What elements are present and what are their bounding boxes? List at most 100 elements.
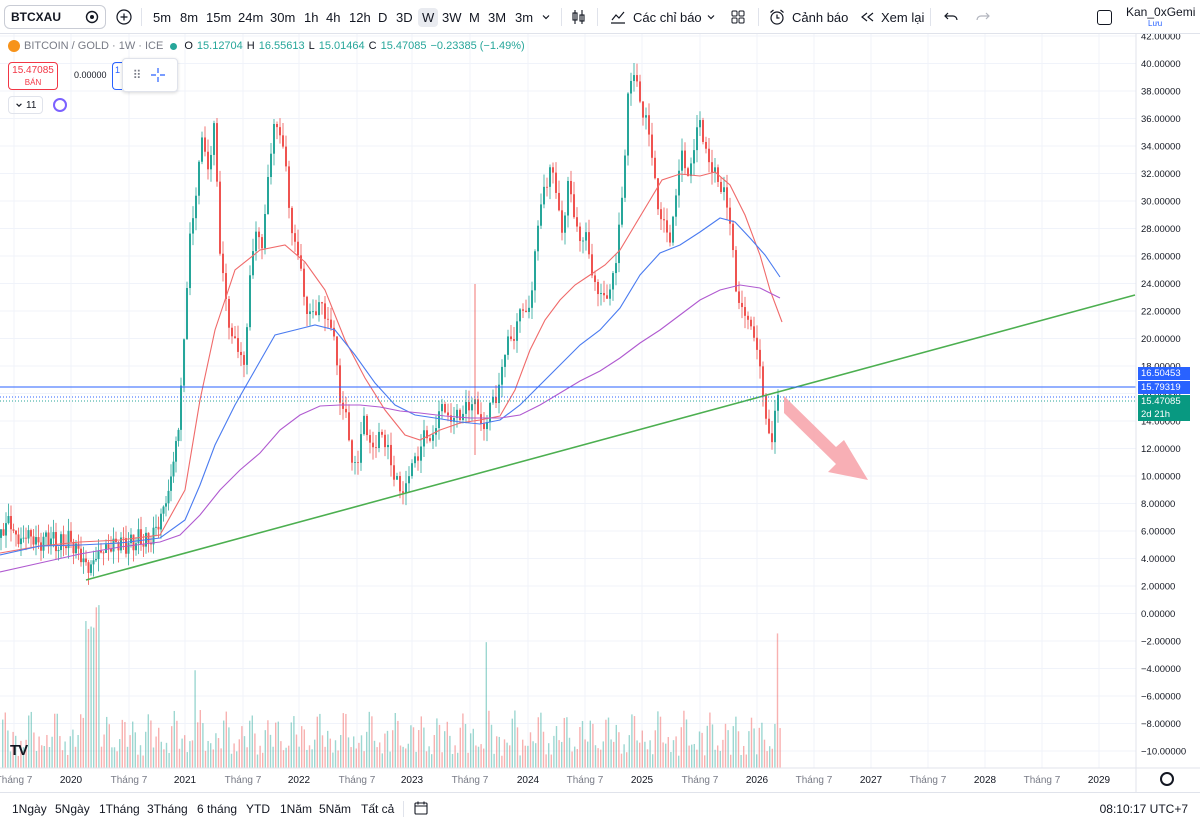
range-1-month[interactable]: 1Tháng xyxy=(99,802,140,816)
volume-bar xyxy=(735,716,737,768)
gear-icon[interactable] xyxy=(1160,772,1174,786)
grid-icon xyxy=(731,10,745,24)
undo-button[interactable] xyxy=(943,0,959,34)
legend-title[interactable]: BITCOIN / GOLD · 1W · ICE xyxy=(24,40,164,52)
range-1-day[interactable]: 1Ngày xyxy=(12,802,47,816)
volume-bar xyxy=(262,752,264,768)
candle-body xyxy=(258,231,260,238)
floating-drawing-toolbar[interactable]: ⠿ xyxy=(122,58,178,92)
timeframe-1h[interactable]: 1h xyxy=(304,9,319,25)
crosshair-icon[interactable] xyxy=(149,66,167,84)
volume-bar xyxy=(20,740,22,768)
redo-button[interactable] xyxy=(975,0,991,34)
add-symbol-button[interactable] xyxy=(116,0,132,34)
timeframe-m[interactable]: M xyxy=(469,9,480,25)
range-3-months[interactable]: 3Tháng xyxy=(147,802,188,816)
range-all[interactable]: Tất cả xyxy=(361,802,395,816)
volume-bar xyxy=(238,739,240,768)
indicators-toggle[interactable]: 11 xyxy=(8,96,44,114)
candle-body xyxy=(609,289,611,299)
timeframe-3d[interactable]: 3D xyxy=(396,9,413,25)
volume-bar xyxy=(119,739,121,768)
candle-body xyxy=(570,180,572,195)
candle-body xyxy=(450,415,452,422)
volume-bar xyxy=(431,754,433,768)
timeframe-8m[interactable]: 8m xyxy=(180,9,199,25)
timeframe-15m[interactable]: 15m xyxy=(206,9,232,25)
candle-body xyxy=(402,491,404,493)
volume-bar xyxy=(116,751,118,768)
clock[interactable]: 08:10:17 UTC+7 xyxy=(1099,802,1188,816)
volume-bar xyxy=(750,717,753,768)
layout-checkbox[interactable] xyxy=(1097,0,1112,34)
sell-button[interactable]: 15.47085 BÁN xyxy=(8,62,58,90)
candle-body xyxy=(57,550,60,552)
replay-button[interactable]: Xem lại xyxy=(859,0,924,34)
divider xyxy=(597,8,598,26)
legend-close: 15.47085 xyxy=(380,40,427,52)
timeframe-3w[interactable]: 3W xyxy=(442,9,462,25)
templates-button[interactable] xyxy=(730,0,746,34)
drag-handle-icon[interactable]: ⠿ xyxy=(132,68,142,82)
layout-name-button[interactable]: Kan_0xGemi Lưu xyxy=(1126,0,1195,34)
candle-body xyxy=(639,81,641,102)
candle-body xyxy=(348,412,350,441)
candle-body xyxy=(477,399,479,415)
timeframe-3m[interactable]: 3m xyxy=(515,9,534,25)
volume-bar xyxy=(12,731,14,768)
price-chart[interactable]: 42.00000 40.00000 38.00000 36.00000 34.00000… xyxy=(0,34,1200,792)
price-tick-label: 16.00000 xyxy=(1141,389,1181,400)
candle-body xyxy=(501,366,503,385)
candle-body xyxy=(25,537,27,539)
volume-bar xyxy=(467,752,469,768)
candle-body xyxy=(267,176,269,215)
timeframe-24m[interactable]: 24m xyxy=(238,9,264,25)
candle-body xyxy=(765,395,767,419)
chart-type-button[interactable] xyxy=(570,0,588,34)
candle-body xyxy=(492,396,494,403)
alert-button[interactable]: Cảnh báo xyxy=(768,0,848,34)
price-tick-label: 32.00000 xyxy=(1141,169,1181,180)
date-range-button[interactable] xyxy=(413,800,429,821)
timeframe-30m[interactable]: 30m xyxy=(270,9,296,25)
top-toolbar: BTCXAU 5m 8m 15m 24m 30m 1h 4h 12h D 3D … xyxy=(0,0,1200,34)
candle-body xyxy=(107,544,110,549)
range-5-days[interactable]: 5Ngày xyxy=(55,802,90,816)
candle-body xyxy=(285,146,287,167)
timeframe-5m[interactable]: 5m xyxy=(153,9,172,25)
candle-body xyxy=(660,209,662,220)
volume-bar xyxy=(545,754,547,768)
range-1-year[interactable]: 1Năm xyxy=(280,802,313,816)
candle-body xyxy=(642,101,644,118)
timeframe-dropdown[interactable] xyxy=(541,0,551,34)
volume-bar xyxy=(160,741,162,768)
range-5-years[interactable]: 5Năm xyxy=(319,802,352,816)
tradingview-logo[interactable]: TV xyxy=(10,742,28,759)
volume-bar xyxy=(607,717,610,768)
candle-body xyxy=(47,532,50,546)
range-ytd[interactable]: YTD xyxy=(246,802,270,816)
candle-body xyxy=(210,154,212,170)
range-6-months[interactable]: 6 tháng xyxy=(197,802,238,816)
candle-body xyxy=(204,137,206,152)
candle-body xyxy=(426,430,428,439)
timeframe-4h[interactable]: 4h xyxy=(326,9,341,25)
bar-countdown: 2d 21h xyxy=(1138,408,1190,421)
volume-bar xyxy=(506,742,508,768)
volume-bar xyxy=(303,729,305,768)
candle-body xyxy=(567,180,569,216)
timeframe-w[interactable]: W xyxy=(418,0,439,34)
timeframe-d[interactable]: D xyxy=(378,9,388,25)
symbol-search-button[interactable]: BTCXAU xyxy=(4,5,106,29)
volume-bar xyxy=(217,738,220,768)
timeframe-3m-month[interactable]: 3M xyxy=(488,9,507,25)
indicators-dropdown[interactable] xyxy=(706,0,716,34)
volume-bar xyxy=(644,741,646,768)
buy-button[interactable]: 1 xyxy=(112,62,122,90)
indicators-button[interactable]: Các chỉ báo xyxy=(609,0,702,34)
chart-legend: BITCOIN / GOLD · 1W · ICE O 15.12704 H 16.… xyxy=(8,40,525,52)
timeframe-12h[interactable]: 12h xyxy=(349,9,371,25)
candle-body xyxy=(690,163,692,177)
undo-icon xyxy=(944,12,958,21)
candle-body xyxy=(534,251,536,291)
